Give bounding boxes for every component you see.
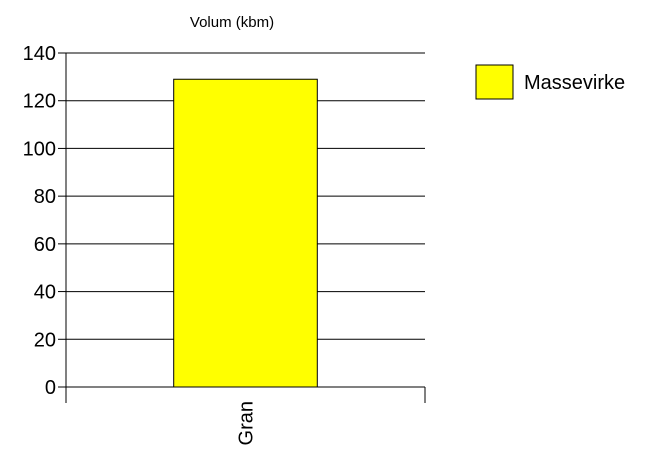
y-tick-label: 40	[34, 282, 56, 304]
y-tick-label: 140	[23, 43, 56, 65]
y-tick-label: 80	[34, 186, 56, 208]
legend-swatch	[475, 64, 514, 100]
y-tick-label: 60	[34, 234, 56, 256]
y-tick-label: 100	[23, 138, 56, 160]
bar	[173, 78, 318, 388]
y-tick-label: 0	[45, 377, 56, 399]
y-tick-label: 120	[23, 91, 56, 113]
legend: Massevirke	[475, 64, 625, 100]
legend-label: Massevirke	[524, 72, 625, 94]
y-tick-label: 20	[34, 329, 56, 351]
axes: 0 20 40 60 80 100 120 140 Gran	[23, 43, 426, 445]
chart-title: Volum (kbm)	[190, 14, 274, 31]
x-tick-label: Gran	[236, 401, 258, 445]
bars	[173, 78, 318, 388]
